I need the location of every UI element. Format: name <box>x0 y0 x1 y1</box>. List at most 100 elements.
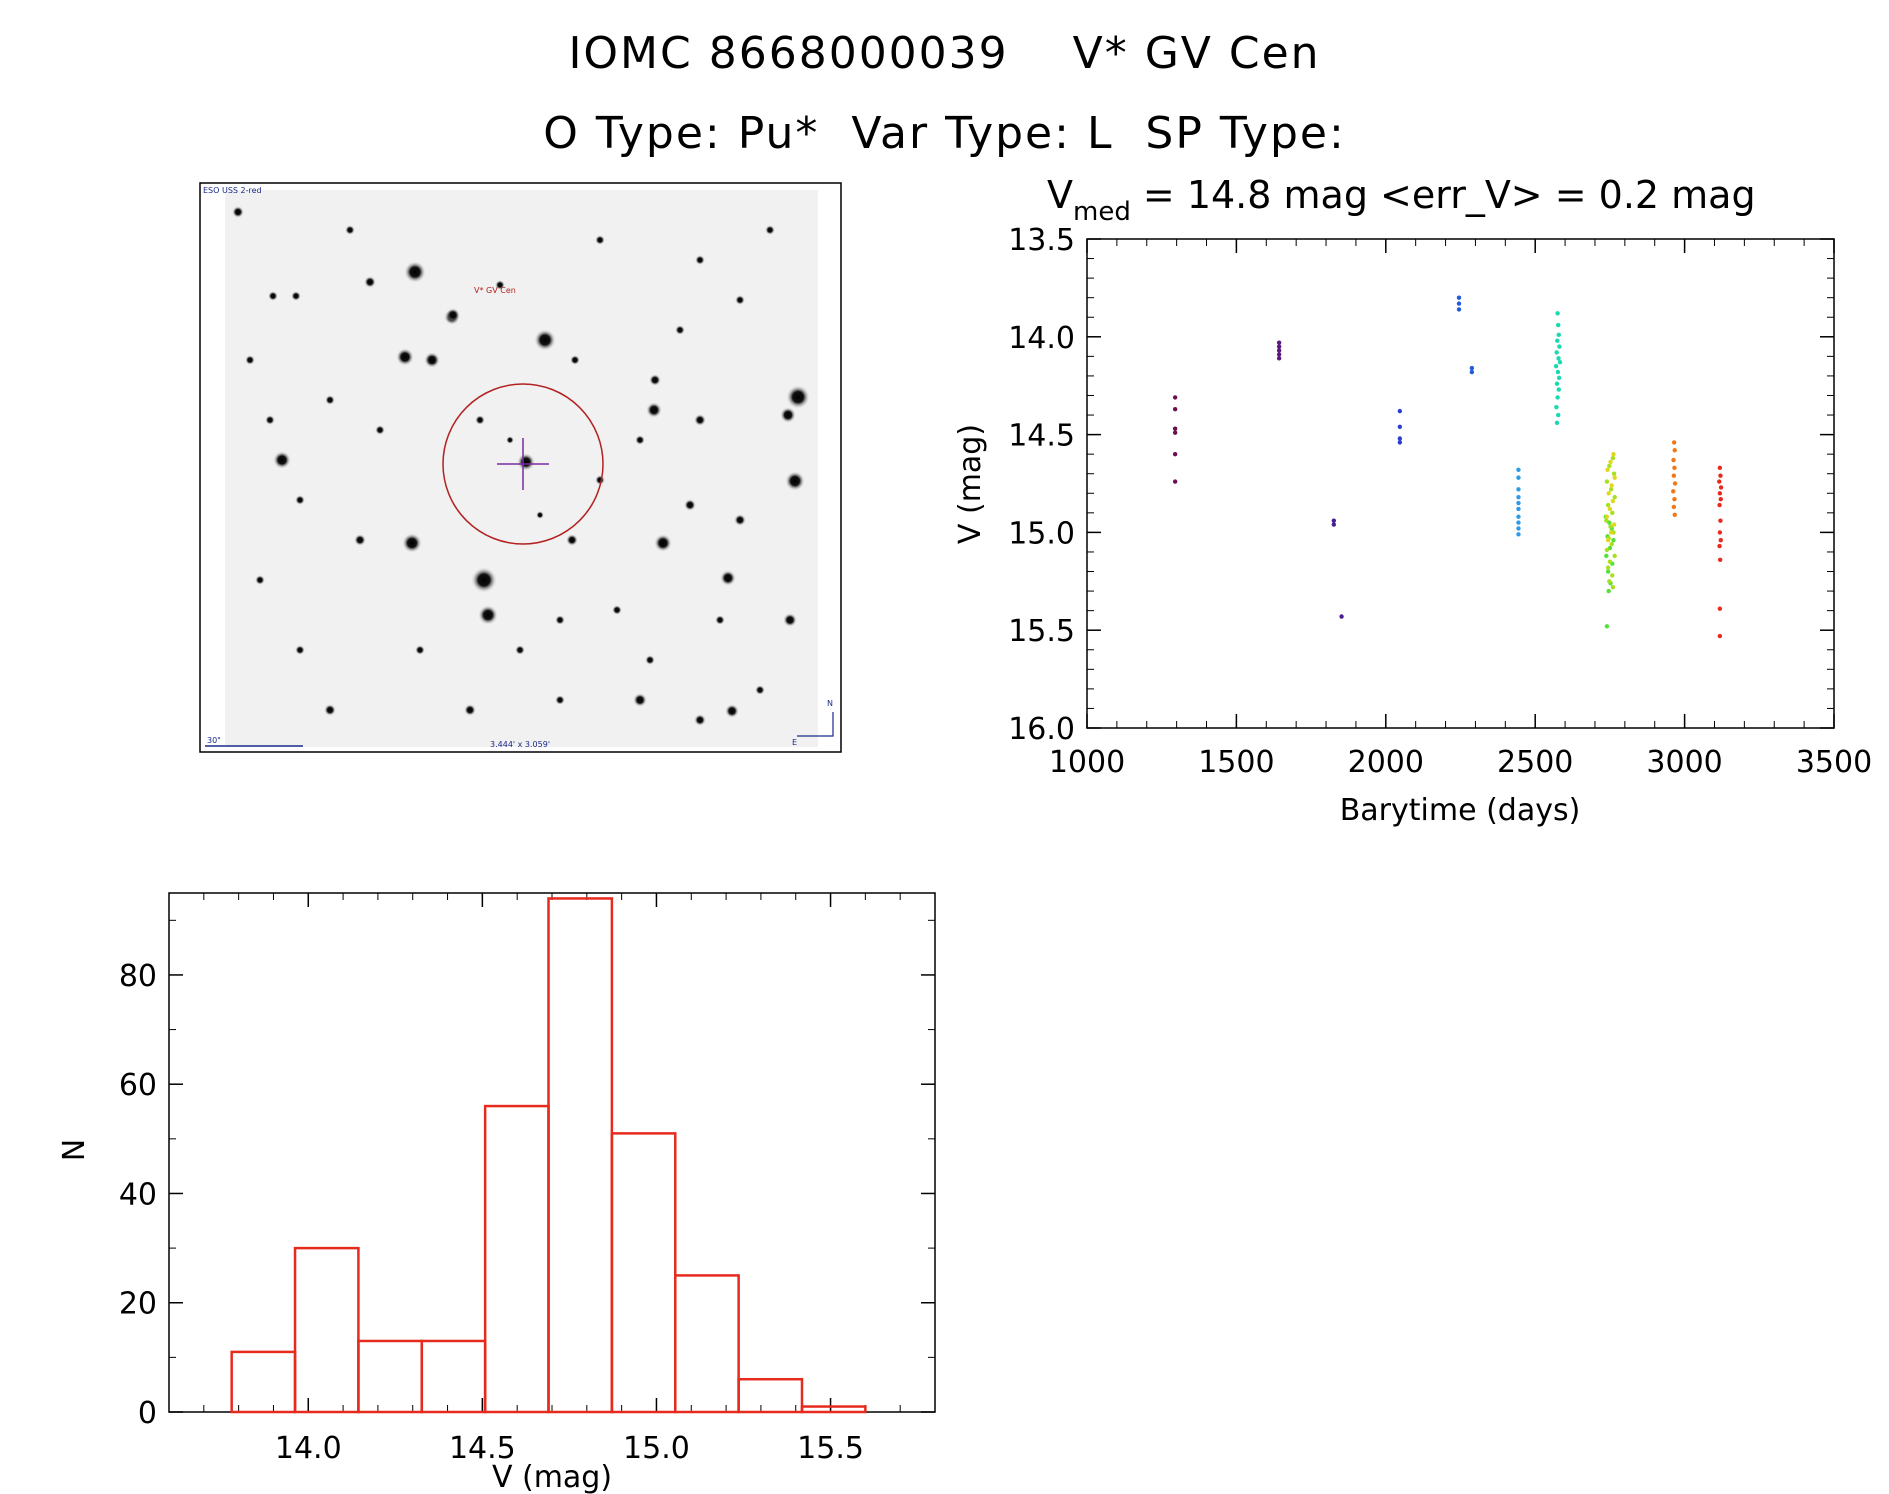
data-point <box>1605 569 1611 574</box>
star <box>725 704 739 718</box>
histogram-bars <box>230 897 867 1414</box>
data-point <box>1717 606 1723 611</box>
data-point <box>1610 573 1615 578</box>
star <box>325 395 335 405</box>
y-tick-label: 15.0 <box>1008 516 1075 551</box>
star <box>783 613 797 627</box>
data-point <box>1172 426 1178 431</box>
data-point <box>1516 506 1521 512</box>
star <box>402 533 422 553</box>
x-tick-label: 14.0 <box>275 1431 342 1466</box>
y-tick-label: 60 <box>119 1068 157 1103</box>
data-point <box>1612 494 1617 500</box>
data-point <box>1604 518 1609 523</box>
data-point <box>1172 430 1178 435</box>
data-point <box>1606 588 1611 594</box>
data-point <box>1717 479 1722 484</box>
data-point <box>1717 465 1723 471</box>
data-point <box>1608 459 1613 465</box>
data-point <box>1608 487 1614 492</box>
star <box>404 261 426 283</box>
data-point <box>1555 369 1561 375</box>
data-point <box>1672 496 1677 502</box>
histogram-bar <box>547 897 614 1414</box>
star <box>654 534 672 552</box>
data-point <box>1605 565 1611 570</box>
data-point <box>1276 356 1282 361</box>
star <box>273 451 291 469</box>
star <box>495 280 505 290</box>
data-point <box>1276 344 1282 349</box>
data-point <box>1554 381 1560 386</box>
star <box>555 615 565 625</box>
x-tick-label: 1500 <box>1198 745 1274 780</box>
histogram-bar <box>293 1246 360 1414</box>
star <box>478 605 498 625</box>
data-point <box>1672 465 1677 471</box>
data-point <box>1276 348 1282 353</box>
star <box>291 291 301 301</box>
star <box>735 295 745 305</box>
scale-bar-label: 30" <box>207 736 221 745</box>
star <box>755 685 765 695</box>
star <box>786 385 810 409</box>
compass-icon <box>797 712 834 737</box>
data-points <box>1172 295 1724 639</box>
star <box>595 235 605 245</box>
data-point <box>1516 514 1521 519</box>
data-point <box>1556 322 1561 328</box>
data-point <box>1331 518 1337 523</box>
star <box>265 415 275 425</box>
data-point <box>1469 365 1475 371</box>
data-point <box>1555 395 1560 400</box>
star <box>566 534 578 546</box>
data-point <box>1611 522 1617 527</box>
data-point <box>1606 491 1611 496</box>
star <box>446 308 460 322</box>
y-tick-label: 20 <box>119 1287 157 1322</box>
data-point <box>1610 584 1616 590</box>
star <box>633 693 647 707</box>
data-point <box>1456 307 1462 312</box>
object-type-line: O Type: Pu* Var Type: L SP Type: <box>543 108 1346 159</box>
data-point <box>1609 483 1614 488</box>
data-point <box>1556 356 1561 361</box>
data-point <box>1717 557 1723 562</box>
star <box>424 352 440 368</box>
data-point <box>1397 424 1403 429</box>
data-point <box>1469 369 1475 375</box>
plot-frame <box>168 892 936 1413</box>
star <box>515 645 525 655</box>
data-point <box>1554 420 1560 426</box>
page-title: IOMC 8668000039 V* GV Cen <box>568 28 1321 79</box>
star <box>570 355 580 365</box>
data-point <box>1608 524 1613 529</box>
target-star <box>517 453 535 471</box>
x-tick-label: 1000 <box>1049 745 1125 780</box>
north-label: N <box>827 699 833 708</box>
star <box>645 655 655 665</box>
data-point <box>1717 502 1722 508</box>
finder-star-field <box>232 206 810 726</box>
histogram-bar <box>610 1132 677 1414</box>
y-tick-label: 14.5 <box>1008 419 1075 454</box>
y-tick-label: 15.5 <box>1008 614 1075 649</box>
data-point <box>1397 440 1403 445</box>
data-point <box>1516 532 1521 537</box>
data-point <box>1456 301 1462 306</box>
data-point <box>1671 473 1677 478</box>
data-point <box>1607 579 1612 584</box>
data-point <box>1607 559 1613 564</box>
data-point <box>1717 633 1723 639</box>
data-point <box>1607 506 1613 512</box>
data-point <box>1172 406 1178 412</box>
data-point <box>1516 475 1521 480</box>
data-point <box>1611 538 1616 543</box>
data-point <box>1611 471 1617 476</box>
star <box>232 206 244 218</box>
plot-frame <box>1086 238 1835 729</box>
x-tick-label: 15.5 <box>797 1431 864 1466</box>
data-point <box>1718 473 1723 478</box>
data-point <box>1610 455 1616 461</box>
